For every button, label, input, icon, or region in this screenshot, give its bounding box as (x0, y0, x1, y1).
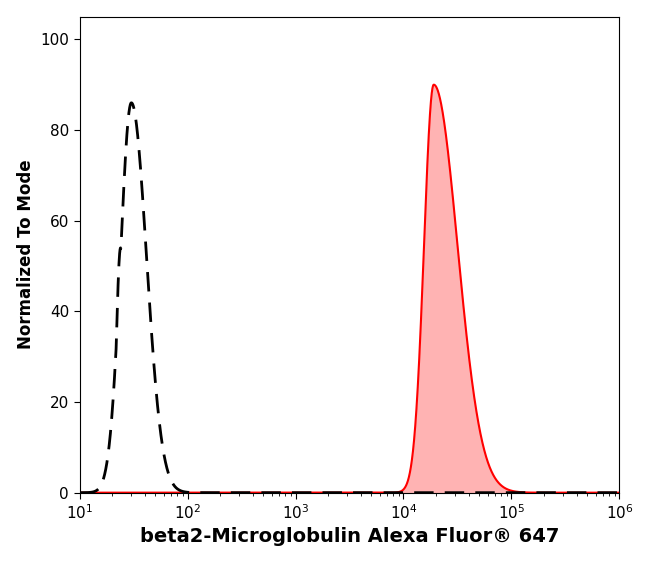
Y-axis label: Normalized To Mode: Normalized To Mode (17, 160, 34, 350)
X-axis label: beta2-Microglobulin Alexa Fluor® 647: beta2-Microglobulin Alexa Fluor® 647 (140, 528, 559, 546)
